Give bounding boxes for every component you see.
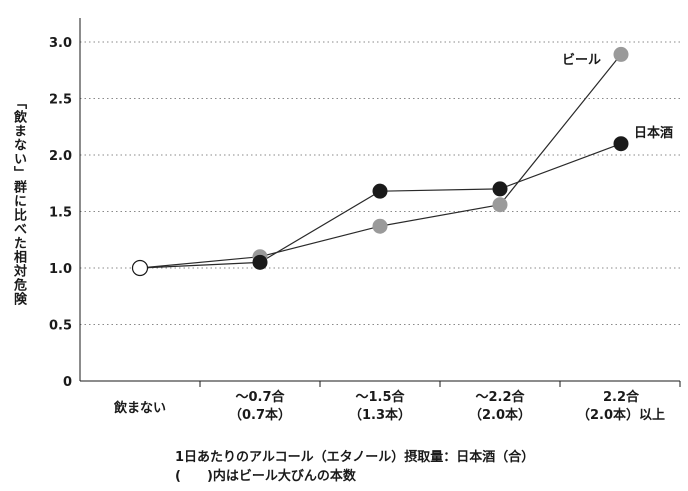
x-tick-label: （1.3本） [349, 407, 411, 423]
x-tick-label: 〜2.2合 [475, 389, 525, 405]
gridlines [80, 41, 680, 325]
data-point-beer [613, 46, 629, 62]
y-tick-label: 1.0 [49, 262, 72, 277]
x-tick-label: 2.2合 [603, 389, 640, 405]
x-axis-title: 1日あたりのアルコール（エタノール）摂取量：日本酒（合） [175, 450, 535, 465]
series-line-beer [139, 54, 622, 269]
x-axis-note: ( )内はビール大びんの本数 [175, 469, 356, 484]
series-label-beer: ビール [562, 52, 601, 68]
x-tick-label: （2.0本）以上 [577, 407, 665, 423]
y-tick-label: 2.5 [49, 93, 72, 108]
y-tick-label: 0.5 [49, 319, 72, 334]
axes [79, 18, 681, 387]
y-tick-label: 0 [63, 375, 72, 390]
data-point-baseline [131, 259, 149, 277]
data-point-sake [252, 254, 268, 270]
series-lines [139, 54, 622, 269]
data-point-sake [613, 136, 629, 152]
y-tick-label: 2.0 [49, 149, 72, 164]
y-tick-label: 3.0 [49, 36, 72, 51]
x-tick-label: 〜1.5合 [355, 389, 405, 405]
x-tick-label: （2.0本） [469, 407, 531, 423]
data-point-beer [492, 197, 508, 213]
series-label-sake: 日本酒 [634, 125, 673, 141]
y-tick-labels: 0 0.5 1.0 1.5 2.0 2.5 3.0 [49, 36, 72, 390]
series-line-sake [139, 143, 622, 269]
y-tick-label: 1.5 [49, 206, 72, 221]
x-tick-label: （0.7本） [229, 407, 291, 423]
data-point-sake [372, 183, 388, 199]
x-tick-labels: 飲まない 〜0.7合 （0.7本） 〜1.5合 （1.3本） 〜2.2合 （2.0本） 2.2… [113, 389, 665, 423]
x-tick-label: 〜0.7合 [235, 389, 285, 405]
data-points [131, 46, 629, 277]
data-point-beer [372, 218, 388, 234]
x-tick-label: 飲まない [113, 400, 166, 416]
y-axis-title: 「飲まない」群に比べた相対危険 [11, 96, 26, 306]
data-point-sake [492, 181, 508, 197]
